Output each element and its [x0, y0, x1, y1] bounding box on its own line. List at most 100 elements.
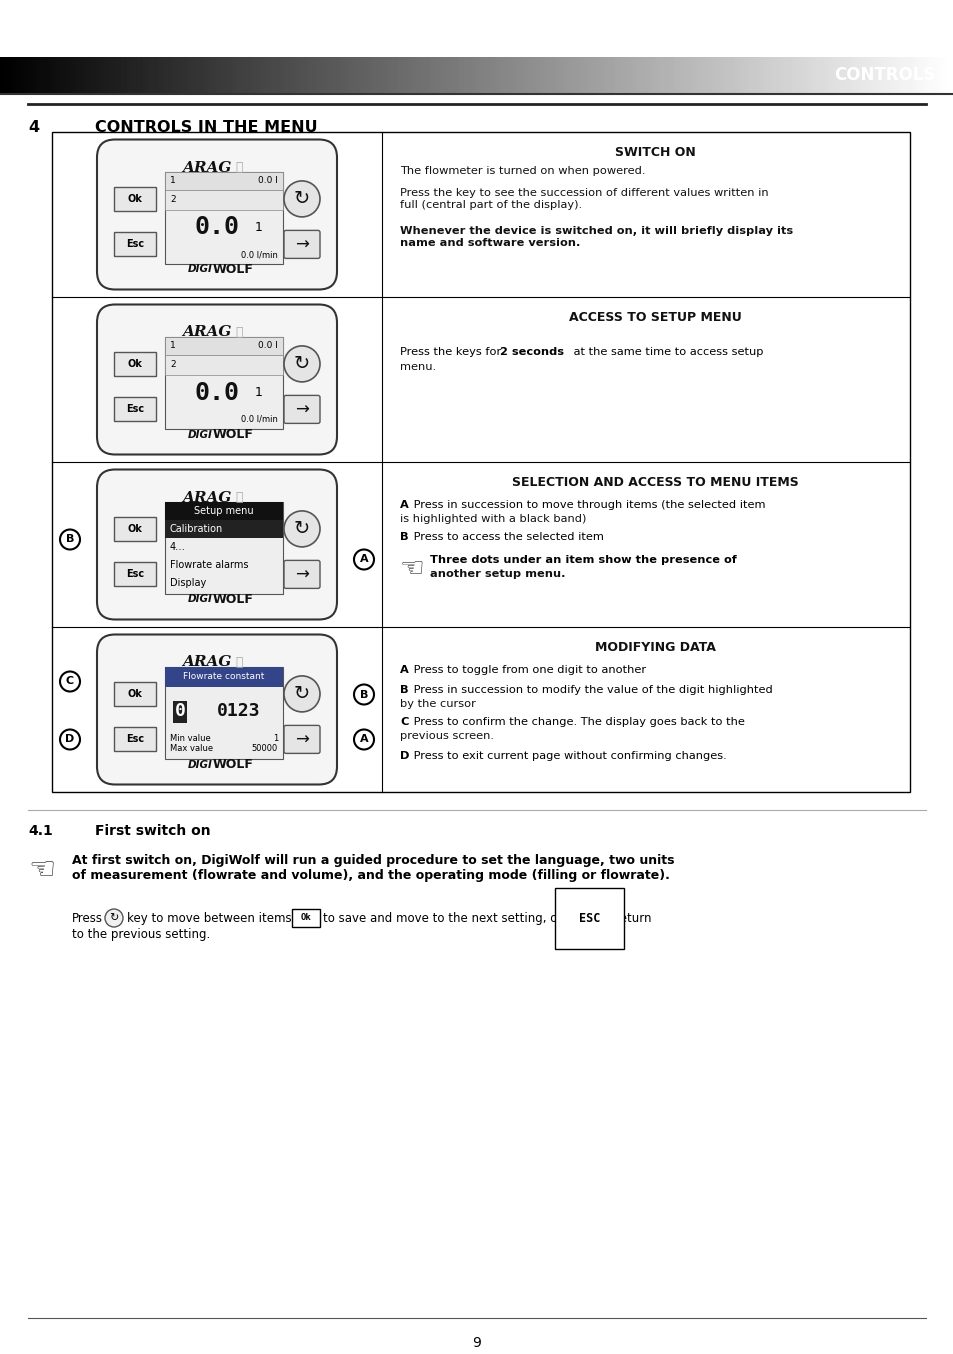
Text: A: A	[399, 665, 408, 676]
Text: Ok: Ok	[128, 524, 142, 533]
FancyBboxPatch shape	[97, 139, 336, 290]
Text: Max value: Max value	[170, 743, 213, 753]
Text: 0.0 l: 0.0 l	[258, 341, 277, 349]
Bar	[165, 520, 283, 538]
Text: SELECTION AND ACCESS TO MENU ITEMS: SELECTION AND ACCESS TO MENU ITEMS	[511, 477, 798, 489]
Bar	[165, 501, 283, 520]
FancyBboxPatch shape	[284, 395, 319, 424]
FancyBboxPatch shape	[113, 352, 156, 376]
FancyBboxPatch shape	[97, 635, 336, 784]
Text: Flowrate constant: Flowrate constant	[183, 672, 264, 681]
Text: The flowmeter is turned on when powered.: The flowmeter is turned on when powered.	[399, 167, 645, 176]
Bar	[165, 355, 283, 375]
Bar	[165, 190, 283, 210]
Text: ↻: ↻	[294, 684, 310, 703]
Text: →: →	[294, 236, 309, 253]
Circle shape	[284, 510, 319, 547]
Text: B: B	[66, 535, 74, 544]
FancyBboxPatch shape	[113, 727, 156, 751]
Circle shape	[354, 730, 374, 750]
Text: Flowrate alarms: Flowrate alarms	[170, 559, 248, 570]
Text: DIGI: DIGI	[188, 429, 213, 440]
Text: 1: 1	[170, 176, 175, 185]
Text: C: C	[399, 718, 408, 727]
Text: 0.0 l/min: 0.0 l/min	[241, 250, 277, 259]
Text: 1: 1	[170, 341, 175, 349]
Text: menu.: menu.	[399, 362, 436, 372]
Text: Press to confirm the change. The display goes back to the: Press to confirm the change. The display…	[410, 718, 744, 727]
FancyBboxPatch shape	[113, 233, 156, 256]
Text: 🐦: 🐦	[235, 492, 242, 504]
Circle shape	[60, 672, 80, 692]
Text: 0.0 l: 0.0 l	[258, 176, 277, 185]
Bar	[165, 172, 283, 190]
Text: ↻: ↻	[294, 190, 310, 209]
Text: Esc: Esc	[126, 405, 144, 414]
Text: WOLF: WOLF	[213, 263, 253, 276]
Text: 🐦: 🐦	[235, 161, 242, 175]
Text: 0.0: 0.0	[194, 215, 240, 240]
Text: C: C	[66, 677, 74, 686]
Bar	[165, 666, 283, 758]
Circle shape	[284, 345, 319, 382]
Text: ACCESS TO SETUP MENU: ACCESS TO SETUP MENU	[568, 311, 740, 324]
Text: WOLF: WOLF	[213, 593, 253, 607]
Text: →: →	[294, 401, 309, 418]
Text: at the same time to access setup: at the same time to access setup	[569, 347, 762, 357]
Text: D: D	[399, 751, 409, 761]
Text: Ok: Ok	[128, 194, 142, 204]
Bar	[165, 172, 283, 264]
Circle shape	[354, 550, 374, 570]
Text: key to move between items,: key to move between items,	[127, 913, 295, 925]
Text: D: D	[66, 734, 74, 745]
Text: ↻: ↻	[110, 913, 118, 923]
Text: →: →	[294, 566, 309, 584]
Text: 0.0 l/min: 0.0 l/min	[241, 414, 277, 424]
Text: 🐦: 🐦	[235, 326, 242, 338]
Text: 50000: 50000	[252, 743, 277, 753]
Text: ARAG: ARAG	[182, 161, 232, 175]
Text: →: →	[294, 730, 309, 749]
FancyBboxPatch shape	[292, 909, 319, 927]
Text: 4: 4	[28, 121, 39, 135]
FancyBboxPatch shape	[113, 562, 156, 586]
Text: Press to access the selected item: Press to access the selected item	[410, 532, 603, 542]
Text: 2: 2	[170, 195, 175, 204]
Text: another setup menu.: another setup menu.	[430, 569, 565, 580]
Text: DIGI: DIGI	[188, 264, 213, 275]
Text: WOLF: WOLF	[213, 428, 253, 441]
Text: Whenever the device is switched on, it will briefly display its
name and softwar: Whenever the device is switched on, it w…	[399, 226, 792, 248]
Text: ARAG: ARAG	[182, 325, 232, 340]
Text: 2: 2	[170, 360, 175, 370]
Text: Ok: Ok	[300, 914, 311, 922]
FancyBboxPatch shape	[284, 561, 319, 589]
Text: 9: 9	[472, 1336, 481, 1350]
Text: ↻: ↻	[294, 355, 310, 374]
Text: to the previous setting.: to the previous setting.	[71, 927, 210, 941]
Text: 0: 0	[174, 703, 185, 720]
Text: ☜: ☜	[399, 555, 424, 584]
Text: Press in succession to modify the value of the digit highlighted: Press in succession to modify the value …	[410, 685, 772, 695]
Text: A: A	[359, 734, 368, 745]
Circle shape	[284, 181, 319, 217]
Text: DIGI: DIGI	[188, 594, 213, 604]
Circle shape	[60, 529, 80, 550]
FancyBboxPatch shape	[113, 398, 156, 421]
Text: A: A	[399, 500, 408, 510]
Circle shape	[354, 685, 374, 704]
Text: 0123: 0123	[216, 703, 260, 720]
Text: Setup menu: Setup menu	[194, 505, 253, 516]
Circle shape	[284, 676, 319, 712]
Text: Press to exit current page without confirming changes.: Press to exit current page without confi…	[410, 751, 726, 761]
Bar	[172, 700, 187, 723]
Text: CONTROLS: CONTROLS	[834, 66, 935, 84]
FancyBboxPatch shape	[284, 230, 319, 259]
Text: Press: Press	[71, 913, 103, 925]
Text: First switch on: First switch on	[95, 825, 211, 838]
Text: 1: 1	[254, 386, 263, 399]
Text: 4…: 4…	[170, 542, 186, 551]
FancyBboxPatch shape	[113, 682, 156, 705]
Text: SWITCH ON: SWITCH ON	[614, 146, 695, 158]
Text: 1: 1	[254, 221, 263, 234]
FancyBboxPatch shape	[97, 470, 336, 620]
